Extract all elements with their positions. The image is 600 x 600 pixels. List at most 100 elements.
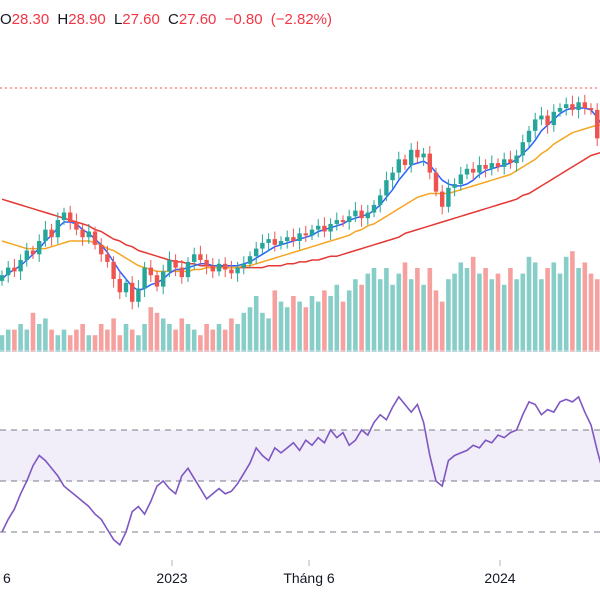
candle	[92, 226, 98, 250]
candle-body	[409, 149, 414, 165]
volume-bar	[55, 335, 61, 352]
candle-body	[30, 250, 36, 255]
close-label: C	[168, 11, 179, 28]
candle-body	[545, 115, 550, 126]
candle-body	[520, 142, 525, 156]
candle	[595, 103, 600, 146]
candle-body	[564, 104, 569, 108]
candle-body	[433, 172, 439, 192]
candle-body	[241, 263, 246, 268]
volume-bars	[0, 251, 600, 352]
candle	[272, 231, 277, 252]
candle	[576, 96, 581, 119]
candle-body	[161, 271, 166, 287]
candle	[378, 188, 383, 213]
candle	[266, 233, 271, 252]
candle-body	[223, 263, 228, 270]
volume-bar	[464, 268, 470, 352]
candle	[340, 215, 346, 227]
volume-bar	[402, 262, 408, 352]
candle	[192, 247, 197, 270]
candle-body	[61, 212, 67, 221]
volume-bar	[353, 279, 358, 352]
candle	[365, 204, 370, 225]
x-label-2023: 2023	[156, 570, 187, 586]
candle	[316, 219, 321, 238]
candle-body	[142, 267, 147, 289]
candle	[309, 224, 315, 241]
candle-body	[192, 254, 197, 262]
volume-bar	[105, 329, 110, 352]
candle	[347, 209, 352, 230]
volume-bar	[148, 307, 154, 352]
volume-bar	[111, 318, 116, 352]
candle	[37, 234, 42, 262]
candle	[291, 228, 296, 247]
candle-body	[502, 159, 507, 167]
candle-body	[322, 225, 327, 232]
candle	[353, 202, 358, 222]
volume-bar	[36, 324, 42, 352]
candle	[489, 155, 494, 176]
candle-body	[154, 275, 160, 287]
low-label: L	[113, 11, 123, 28]
volume-bar	[346, 290, 352, 352]
volume-bar	[545, 268, 550, 352]
volume-bar	[191, 329, 197, 352]
x-label-2024: 2024	[484, 570, 515, 586]
candle-body	[24, 250, 29, 260]
candle-body	[123, 282, 129, 293]
candle	[204, 254, 209, 275]
x-label-thang-6: Tháng 6	[283, 570, 335, 586]
volume-bar	[303, 307, 309, 352]
candle-body	[440, 191, 445, 207]
candle	[421, 147, 426, 166]
candle-body	[582, 102, 587, 108]
candle	[564, 97, 569, 116]
x-axis-ticks	[171, 560, 501, 566]
volume-bar	[483, 268, 488, 352]
volume-bar	[470, 256, 476, 352]
x-axis: 6 2023 Tháng 6 2024	[3, 570, 516, 586]
candle	[533, 112, 538, 139]
volume-bar	[235, 324, 240, 352]
candle	[12, 259, 17, 278]
candle-body	[198, 254, 203, 260]
change-value: −0.80	[224, 11, 263, 28]
candle	[582, 94, 587, 115]
volume-bar	[136, 335, 141, 352]
candle-body	[539, 115, 544, 120]
candle	[49, 223, 54, 246]
candle-body	[533, 119, 538, 131]
candle-body	[92, 231, 98, 245]
candle-body	[595, 109, 600, 139]
candle	[588, 103, 594, 115]
volume-bar	[117, 335, 123, 352]
candle-body	[136, 288, 141, 302]
candle-body	[254, 248, 259, 257]
volume-bar	[247, 307, 253, 352]
candle-body	[316, 225, 321, 230]
volume-bar	[123, 324, 129, 352]
candle	[452, 178, 457, 197]
candle	[471, 162, 476, 181]
volume-bar	[384, 268, 389, 352]
low-value: 27.60	[122, 11, 160, 28]
volume-bar	[309, 296, 315, 352]
candle	[285, 230, 290, 249]
volume-bar	[297, 301, 302, 352]
candle	[359, 204, 364, 227]
candle-body	[278, 241, 284, 245]
candle-body	[235, 267, 240, 274]
candle-body	[446, 187, 451, 207]
candle	[303, 225, 308, 242]
candle-body	[483, 165, 488, 169]
candle-body	[588, 108, 594, 110]
volume-bar	[241, 312, 247, 352]
volume-bar	[439, 301, 445, 352]
candle	[210, 258, 215, 279]
candle-body	[216, 263, 222, 272]
candle-body	[130, 282, 135, 302]
candle	[384, 171, 389, 202]
